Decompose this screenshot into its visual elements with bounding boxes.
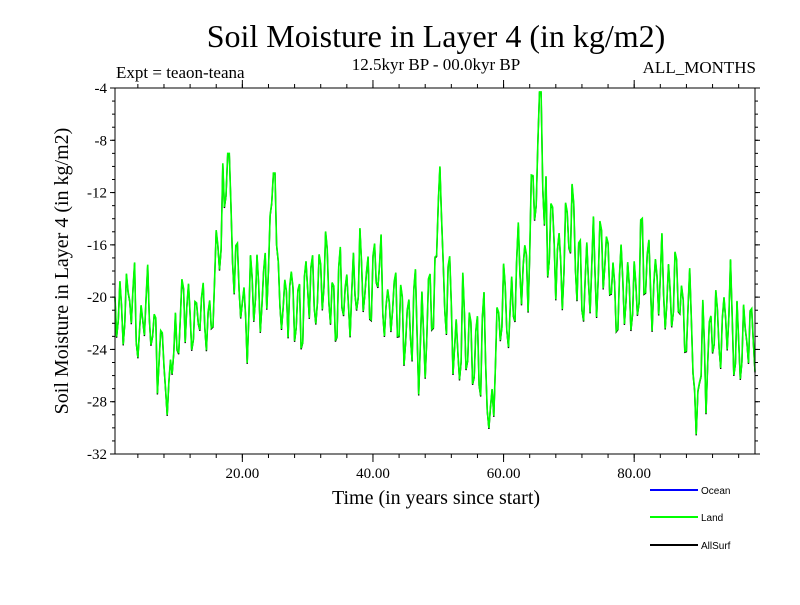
legend: Ocean Land AllSurf: [650, 486, 731, 552]
y-tick-label: -4: [95, 81, 108, 97]
series-land-line: [114, 91, 756, 435]
time-range-label: 12.5kyr BP - 00.0kyr BP: [352, 55, 520, 74]
y-tick-label: -8: [95, 133, 108, 149]
months-label: ALL_MONTHS: [643, 58, 756, 77]
y-tick-label: -16: [87, 238, 107, 254]
experiment-label: Expt = teaon-teana: [116, 63, 245, 82]
legend-label-ocean: Ocean: [701, 486, 730, 497]
x-axis: 20.00 40.00 60.00 80.00: [137, 80, 740, 482]
series-layer: [114, 91, 756, 436]
plot-area: [114, 87, 756, 455]
x-axis-label: Time (in years since start): [332, 487, 540, 509]
y-tick-label: -32: [87, 447, 107, 463]
x-tick-label: 60.00: [487, 466, 521, 482]
y-axis-label: Soil Moisture in Layer 4 (in kg/m2): [51, 128, 73, 415]
y-tick-label: -28: [87, 395, 107, 411]
y-axis: -4 -8 -12 -16 -20 -24 -28 -32: [87, 81, 760, 463]
chart-title: Soil Moisture in Layer 4 (in kg/m2): [207, 18, 666, 54]
y-tick-label: -12: [87, 186, 107, 202]
x-tick-label: 80.00: [617, 466, 651, 482]
y-tick-label: -24: [87, 342, 107, 358]
x-tick-label: 40.00: [356, 466, 390, 482]
legend-label-land: Land: [701, 513, 723, 524]
y-tick-label: -20: [87, 290, 107, 306]
legend-label-allsurf: AllSurf: [701, 541, 731, 552]
x-tick-label: 20.00: [225, 466, 259, 482]
